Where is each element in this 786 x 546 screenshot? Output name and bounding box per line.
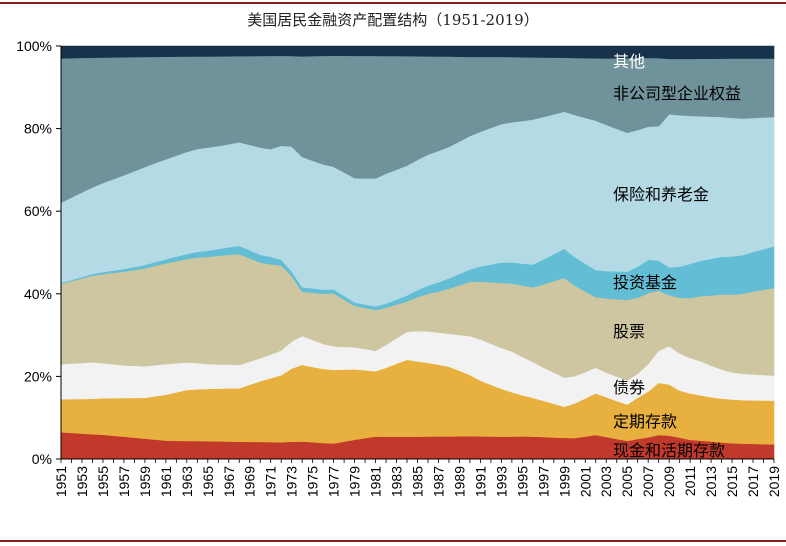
x-tick-label: 1997 xyxy=(535,466,551,497)
x-tick-label: 1993 xyxy=(493,466,509,497)
series-label: 定期存款 xyxy=(613,412,677,431)
x-tick-label: 1981 xyxy=(368,466,384,497)
series-label: 现金和活期存款 xyxy=(613,441,725,460)
x-tick-label: 2019 xyxy=(766,466,782,497)
series-label: 其他 xyxy=(613,52,645,71)
y-tick-label: 40% xyxy=(24,286,52,302)
bottom-rule xyxy=(0,540,786,542)
x-tick-label: 1995 xyxy=(514,466,530,497)
y-tick-label: 60% xyxy=(24,203,52,219)
x-tick-label: 1991 xyxy=(472,466,488,497)
series-label: 股票 xyxy=(613,322,645,341)
x-tick-label: 1957 xyxy=(116,466,132,497)
x-tick-label: 2015 xyxy=(724,466,740,497)
x-tick-label: 1983 xyxy=(389,466,405,497)
x-tick-label: 2001 xyxy=(577,466,593,497)
y-tick-label: 100% xyxy=(16,38,52,54)
area-其他 xyxy=(60,45,775,60)
series-label: 保险和养老金 xyxy=(613,185,709,204)
x-tick-label: 1959 xyxy=(137,466,153,497)
x-tick-label: 2013 xyxy=(703,466,719,497)
x-tick-label: 1953 xyxy=(74,466,90,497)
x-tick-label: 1979 xyxy=(347,466,363,497)
y-tick-label: 80% xyxy=(24,121,52,137)
y-tick-label: 0% xyxy=(32,451,52,467)
x-tick-label: 1969 xyxy=(242,466,258,497)
top-rule xyxy=(0,2,786,4)
series-label: 非公司型企业权益 xyxy=(613,84,741,103)
series-label: 债券 xyxy=(613,378,645,397)
x-tick-label: 2003 xyxy=(598,466,614,497)
x-tick-label: 1975 xyxy=(305,466,321,497)
series-label: 投资基金 xyxy=(613,273,677,292)
x-tick-label: 1987 xyxy=(430,466,446,497)
x-tick-label: 1989 xyxy=(451,466,467,497)
y-tick-label: 20% xyxy=(24,368,52,384)
x-tick-label: 2017 xyxy=(745,466,761,497)
x-tick-label: 2011 xyxy=(682,466,698,496)
x-tick-label: 2009 xyxy=(661,466,677,497)
x-tick-label: 1961 xyxy=(158,466,174,497)
x-tick-label: 1971 xyxy=(263,466,279,497)
x-tick-label: 2005 xyxy=(619,466,635,497)
x-tick-label: 1965 xyxy=(200,466,216,497)
chart-title: 美国居民金融资产配置结构（1951-2019） xyxy=(247,11,539,29)
x-tick-label: 2007 xyxy=(640,466,656,497)
x-tick-label: 1985 xyxy=(410,466,426,497)
x-tick-label: 1955 xyxy=(95,466,111,497)
x-tick-label: 1977 xyxy=(326,466,342,497)
x-tick-label: 1963 xyxy=(179,466,195,497)
x-tick-label: 1999 xyxy=(556,466,572,497)
x-tick-label: 1973 xyxy=(284,466,300,497)
x-tick-label: 1967 xyxy=(221,466,237,497)
x-tick-label: 1951 xyxy=(53,466,69,497)
